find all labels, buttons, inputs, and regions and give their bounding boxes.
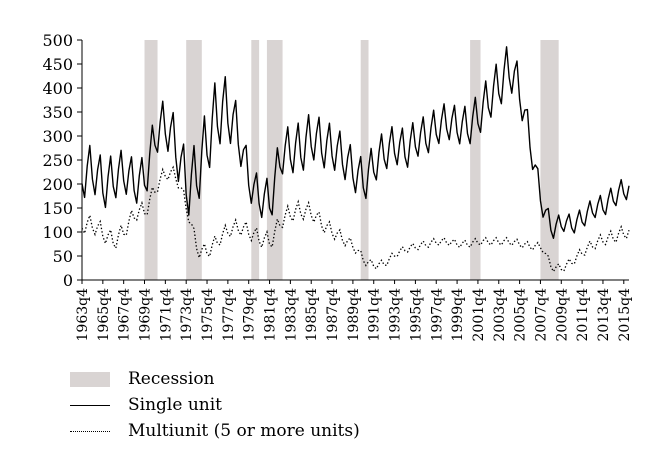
y-tick-label-350: 350 xyxy=(42,103,73,122)
x-tick-label-2009q4: 2009q4 xyxy=(554,288,570,342)
x-tick-label-1981q4: 1981q4 xyxy=(263,288,279,342)
y-tick-label-450: 450 xyxy=(42,55,73,74)
y-tick-label-0: 0 xyxy=(63,271,73,290)
recession-band-1 xyxy=(186,40,202,280)
x-tick-label-2011q4: 2011q4 xyxy=(575,288,591,342)
x-tick-label-1995q4: 1995q4 xyxy=(408,288,424,342)
legend-label-single-unit: Single unit xyxy=(128,395,222,415)
x-tick-label-1973q4: 1973q4 xyxy=(179,288,195,342)
y-tick-label-50: 50 xyxy=(53,247,73,266)
y-tick-label-500: 500 xyxy=(42,31,73,50)
x-tick-label-1989q4: 1989q4 xyxy=(346,288,362,342)
x-tick-label-1967q4: 1967q4 xyxy=(117,288,133,342)
x-tick-label-2015q4: 2015q4 xyxy=(617,288,633,342)
x-tick-label-1985q4: 1985q4 xyxy=(304,288,320,342)
axes: 0 50 100 150 200 250 300 350 400 450 500 1963q4 1965… xyxy=(42,31,632,342)
legend-item-recession: Recession xyxy=(70,366,470,392)
x-tick-label-1975q4: 1975q4 xyxy=(200,288,216,342)
series-line-single-unit xyxy=(81,46,630,239)
recession-band-2 xyxy=(251,40,260,280)
legend-swatch-single-unit xyxy=(70,398,110,412)
recession-band-6 xyxy=(540,40,559,280)
legend: Recession Single unit Multiunit (5 or mo… xyxy=(70,366,470,444)
x-tick-label-1979q4: 1979q4 xyxy=(242,288,258,342)
x-tick-label-2007q4: 2007q4 xyxy=(533,288,549,342)
x-tick-label-2003q4: 2003q4 xyxy=(492,288,508,342)
x-tick-label-2013q4: 2013q4 xyxy=(596,288,612,342)
x-tick-label-2001q4: 2001q4 xyxy=(471,288,487,342)
series-line-multiunit xyxy=(81,165,630,273)
y-tick-label-400: 400 xyxy=(42,79,73,98)
y-tick-label-150: 150 xyxy=(42,199,73,218)
series-lines xyxy=(81,46,630,273)
legend-label-recession: Recession xyxy=(128,369,215,389)
recession-bands xyxy=(144,40,559,280)
x-tick-label-1987q4: 1987q4 xyxy=(325,288,341,342)
x-tick-label-1965q4: 1965q4 xyxy=(96,288,112,342)
legend-item-multiunit: Multiunit (5 or more units) xyxy=(70,418,470,444)
x-tick-label-1971q4: 1971q4 xyxy=(158,288,174,342)
y-tick-label-100: 100 xyxy=(42,223,73,242)
legend-item-single-unit: Single unit xyxy=(70,392,470,418)
recession-band-5 xyxy=(470,40,481,280)
x-tick-label-1963q4: 1963q4 xyxy=(75,288,91,342)
x-tick-label-1997q4: 1997q4 xyxy=(429,288,445,342)
y-tick-label-250: 250 xyxy=(42,151,73,170)
legend-swatch-recession xyxy=(70,371,110,387)
x-tick-label-1983q4: 1983q4 xyxy=(283,288,299,342)
x-tick-label-1999q4: 1999q4 xyxy=(450,288,466,342)
recession-band-0 xyxy=(144,40,158,280)
y-tick-label-200: 200 xyxy=(42,175,73,194)
recession-band-3 xyxy=(266,40,283,280)
y-tick-label-300: 300 xyxy=(42,127,73,146)
x-tick-label-1993q4: 1993q4 xyxy=(388,288,404,342)
x-tick-label-2005q4: 2005q4 xyxy=(513,288,529,342)
x-tick-label-1977q4: 1977q4 xyxy=(221,288,237,342)
recession-band-4 xyxy=(360,40,369,280)
x-tick-label-1991q4: 1991q4 xyxy=(367,288,383,342)
x-tick-label-1969q4: 1969q4 xyxy=(138,288,154,342)
legend-label-multiunit: Multiunit (5 or more units) xyxy=(128,421,360,441)
legend-swatch-multiunit xyxy=(70,424,110,438)
